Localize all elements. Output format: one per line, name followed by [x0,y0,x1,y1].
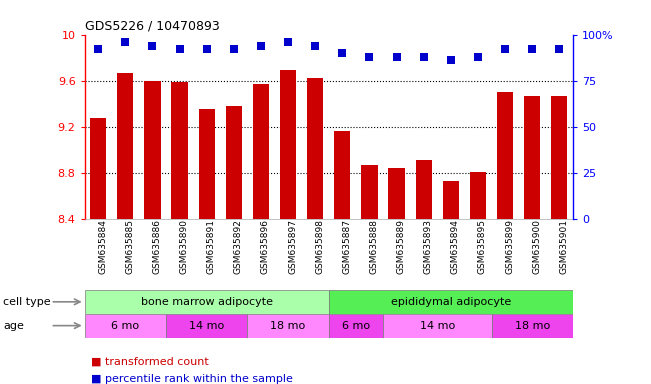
Point [500,46,510,52]
Text: ■ transformed count: ■ transformed count [91,357,209,367]
Point [229,46,239,52]
Text: bone marrow adipocyte: bone marrow adipocyte [141,297,273,307]
Bar [443,181,459,219]
Text: GSM635901: GSM635901 [559,219,568,274]
Text: 14 mo: 14 mo [189,321,225,331]
Point [554,46,564,52]
Point [310,43,320,49]
Point [93,46,104,52]
Bar [145,81,161,219]
Text: GSM635899: GSM635899 [505,219,514,274]
Bar [361,165,378,219]
Text: epididymal adipocyte: epididymal adipocyte [391,297,511,307]
Text: GSM635895: GSM635895 [478,219,487,274]
Text: GSM635889: GSM635889 [396,219,406,274]
Text: GSM635900: GSM635900 [533,219,541,274]
Bar [85,290,329,314]
Text: 6 mo: 6 mo [342,321,370,331]
Text: GSM635890: GSM635890 [180,219,189,274]
Bar [247,314,329,338]
Text: GSM635884: GSM635884 [98,219,107,274]
Text: 14 mo: 14 mo [420,321,455,331]
Bar [492,314,573,338]
Text: 18 mo: 18 mo [270,321,306,331]
Text: 6 mo: 6 mo [111,321,139,331]
Bar [166,314,247,338]
Bar [524,96,540,219]
Bar [171,82,187,219]
Bar [334,131,350,219]
Point [202,46,212,52]
Text: GSM635888: GSM635888 [370,219,378,274]
Text: GSM635896: GSM635896 [261,219,270,274]
Bar [329,290,573,314]
Bar [551,96,568,219]
Bar [389,168,405,219]
Text: ■ percentile rank within the sample: ■ percentile rank within the sample [91,374,293,384]
Point [365,54,375,60]
Text: GSM635885: GSM635885 [125,219,134,274]
Point [419,54,429,60]
Point [120,39,130,45]
Bar [226,106,242,219]
Bar [280,70,296,219]
Bar [497,92,513,219]
Bar [90,118,106,219]
Text: 18 mo: 18 mo [514,321,550,331]
Bar [329,314,383,338]
Bar [383,314,492,338]
Text: GSM635897: GSM635897 [288,219,297,274]
Point [445,57,456,63]
Point [147,43,158,49]
Text: GSM635894: GSM635894 [450,219,460,274]
Bar [85,314,166,338]
Bar [253,84,269,219]
Text: GSM635893: GSM635893 [424,219,433,274]
Text: GDS5226 / 10470893: GDS5226 / 10470893 [85,19,219,32]
Text: GSM635886: GSM635886 [152,219,161,274]
Bar [307,78,324,219]
Text: GSM635887: GSM635887 [342,219,352,274]
Text: GSM635891: GSM635891 [207,219,215,274]
Text: GSM635898: GSM635898 [315,219,324,274]
Text: age: age [3,321,24,331]
Text: GSM635892: GSM635892 [234,219,243,274]
Point [174,46,185,52]
Point [391,54,402,60]
Bar [470,172,486,219]
Point [337,50,348,56]
Bar [117,73,133,219]
Text: cell type: cell type [3,297,51,307]
Bar [199,109,215,219]
Point [283,39,293,45]
Point [256,43,266,49]
Point [527,46,538,52]
Bar [415,160,432,219]
Point [473,54,483,60]
